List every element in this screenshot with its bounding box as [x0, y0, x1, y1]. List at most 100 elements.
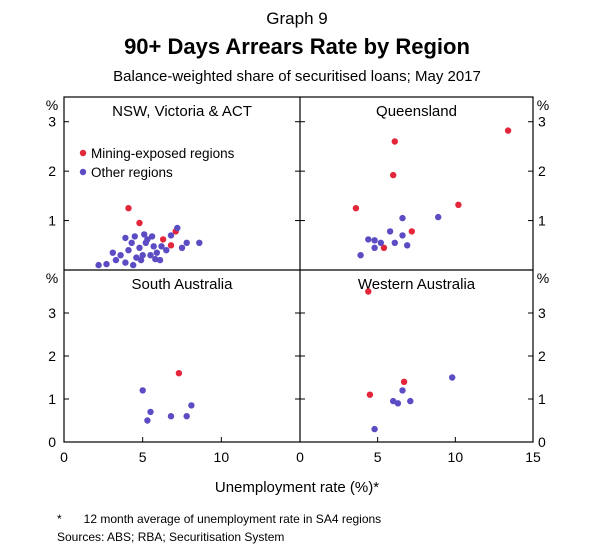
y-tick-label-left: 3	[48, 114, 56, 130]
mining-point	[125, 205, 132, 212]
other-point	[399, 387, 406, 394]
x-tick-label: 5	[139, 449, 147, 465]
legend-marker	[79, 149, 87, 157]
y-tick-label-left: 1	[48, 391, 56, 407]
other-point	[449, 374, 456, 381]
other-point	[178, 244, 186, 251]
mining-point	[390, 171, 397, 179]
x-tick-label: 10	[448, 449, 464, 465]
other-point	[371, 244, 378, 251]
sources-note: Sources: ABS; RBA; Securitisation System	[57, 530, 285, 544]
y-tick-label-left: 2	[48, 348, 56, 364]
panel-title: South Australia	[132, 276, 234, 293]
other-point	[435, 213, 442, 221]
other-point	[137, 256, 145, 264]
other-point	[365, 236, 372, 243]
mining-point	[159, 236, 167, 243]
y-tick-label-right: 1	[538, 391, 546, 407]
other-point	[133, 254, 140, 261]
y-tick-label-left: 1	[48, 213, 56, 229]
panel-title: NSW, Victoria & ACT	[112, 103, 252, 120]
other-point	[117, 252, 124, 259]
y-tick-label-left: 0	[48, 434, 56, 450]
other-point	[174, 224, 181, 232]
x-tick-label: 15	[525, 449, 541, 465]
x-tick-label: 0	[296, 449, 304, 465]
y-tick-label-right: 2	[538, 348, 546, 364]
footnote-text: 12 month average of unemployment rate in…	[83, 512, 382, 526]
other-point	[188, 402, 195, 409]
other-point	[183, 413, 190, 420]
other-point	[371, 425, 378, 433]
y-tick-label-right: 0	[538, 434, 546, 450]
other-point	[125, 247, 132, 254]
y-tick-label-right: 2	[538, 163, 546, 179]
panel-title: Western Australia	[358, 276, 476, 293]
other-point	[357, 252, 364, 259]
x-tick-label: 5	[374, 449, 382, 465]
mining-point	[136, 219, 143, 227]
mining-point	[380, 244, 388, 251]
x-axis-title: Unemployment rate (%)*	[214, 479, 380, 496]
other-point	[103, 260, 110, 268]
other-point	[122, 259, 129, 266]
mining-point	[391, 138, 398, 145]
other-point	[391, 239, 398, 246]
legend-marker	[79, 168, 87, 176]
y-unit-label-right: %	[537, 97, 549, 113]
y-unit-label-left: %	[46, 270, 58, 286]
mining-point	[408, 228, 415, 235]
mining-point	[175, 370, 183, 377]
y-tick-label-right: 3	[538, 305, 546, 321]
other-point	[404, 242, 411, 249]
y-unit-label-left: %	[46, 97, 58, 113]
mining-point	[366, 391, 374, 398]
other-point	[407, 397, 414, 405]
chart-title: 90+ Days Arrears Rate by Region	[124, 34, 470, 59]
other-point	[153, 249, 160, 256]
mining-point	[352, 205, 360, 212]
y-unit-label-right: %	[537, 270, 549, 286]
other-point	[183, 239, 190, 246]
other-point	[150, 243, 157, 250]
other-point	[158, 243, 165, 250]
x-tick-label: 0	[60, 449, 68, 465]
mining-point	[400, 378, 408, 385]
legend-label: Other regions	[91, 165, 173, 180]
other-point	[147, 408, 154, 416]
other-point	[139, 387, 146, 394]
mining-point	[455, 201, 462, 208]
other-point	[148, 233, 156, 240]
other-point	[141, 231, 148, 238]
other-point	[130, 261, 137, 269]
footnote-marker: *	[57, 512, 62, 526]
y-tick-label-right: 1	[538, 213, 546, 229]
other-point	[147, 252, 154, 259]
other-point	[196, 239, 203, 246]
graph-number: Graph 9	[266, 9, 328, 28]
other-point	[399, 214, 406, 222]
other-point	[386, 228, 394, 235]
other-point	[156, 256, 164, 264]
other-point	[163, 247, 170, 254]
y-tick-label-left: 2	[48, 163, 56, 179]
mining-point	[365, 288, 372, 295]
other-point	[167, 232, 175, 239]
footnote: * 12 month average of unemployment rate i…	[57, 512, 381, 526]
other-point	[377, 239, 384, 246]
y-tick-label-left: 3	[48, 305, 56, 321]
other-point	[131, 233, 138, 240]
other-point	[399, 232, 406, 239]
other-point	[109, 249, 117, 256]
other-point	[136, 244, 143, 251]
other-point	[144, 236, 151, 243]
mining-point	[504, 127, 512, 134]
other-point	[139, 252, 146, 259]
mining-point	[167, 242, 175, 249]
other-point	[167, 413, 175, 420]
other-point	[371, 237, 378, 244]
other-point	[112, 256, 120, 264]
panel-title: Queensland	[376, 103, 457, 120]
other-point	[128, 239, 135, 246]
